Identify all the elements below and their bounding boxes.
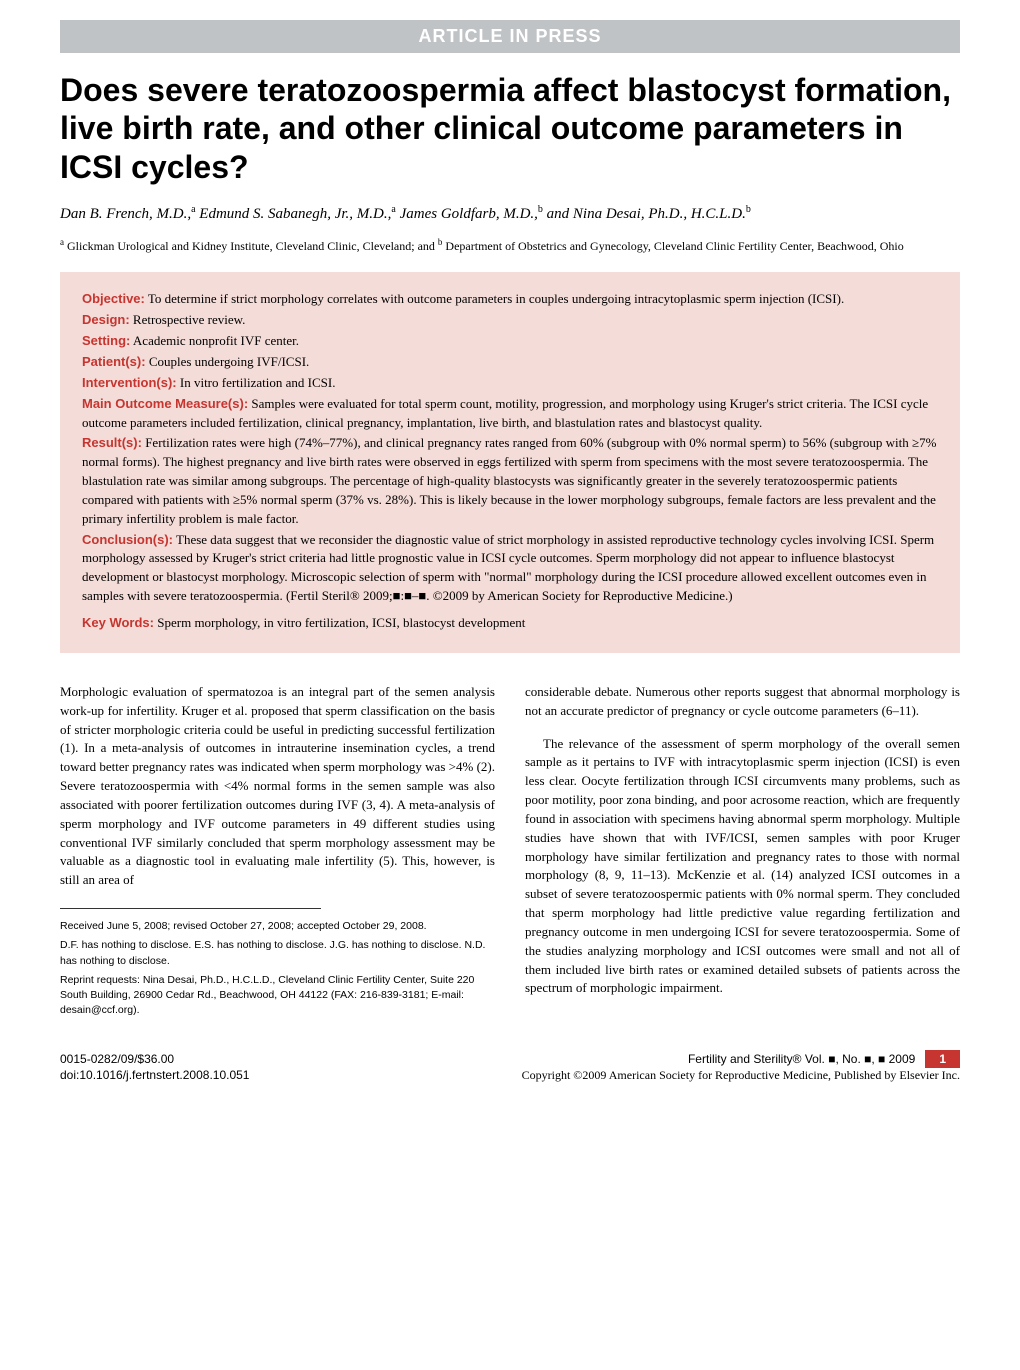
- article-title: Does severe teratozoospermia affect blas…: [60, 71, 960, 186]
- measures-label: Main Outcome Measure(s):: [82, 396, 248, 411]
- right-column: considerable debate. Numerous other repo…: [525, 683, 960, 1023]
- authors-list: Dan B. French, M.D.,a Edmund S. Sabanegh…: [60, 202, 960, 226]
- abstract-conclusions: Conclusion(s): These data suggest that w…: [82, 531, 938, 606]
- abstract-results: Result(s): Fertilization rates were high…: [82, 434, 938, 528]
- results-text: Fertilization rates were high (74%–77%),…: [82, 435, 936, 525]
- setting-text: Academic nonprofit IVF center.: [130, 333, 299, 348]
- footnotes: Received June 5, 2008; revised October 2…: [60, 919, 495, 1018]
- footnote-divider: [60, 908, 321, 909]
- footer-right: Fertility and Sterility® Vol. ■, No. ■, …: [522, 1050, 960, 1083]
- interventions-label: Intervention(s):: [82, 375, 177, 390]
- abstract-setting: Setting: Academic nonprofit IVF center.: [82, 332, 938, 351]
- footer-left: 0015-0282/09/$36.00 doi:10.1016/j.fertns…: [60, 1052, 249, 1083]
- patients-label: Patient(s):: [82, 354, 146, 369]
- abstract-objective: Objective: To determine if strict morpho…: [82, 290, 938, 309]
- objective-label: Objective:: [82, 291, 145, 306]
- affiliations: a Glickman Urological and Kidney Institu…: [60, 236, 960, 255]
- objective-text: To determine if strict morphology correl…: [145, 291, 844, 306]
- article-in-press-banner: ARTICLE IN PRESS: [60, 20, 960, 53]
- design-text: Retrospective review.: [130, 312, 246, 327]
- copyright: Copyright ©2009 American Society for Rep…: [522, 1068, 960, 1083]
- keywords-text: Sperm morphology, in vitro fertilization…: [154, 615, 525, 630]
- page-footer: 0015-0282/09/$36.00 doi:10.1016/j.fertns…: [60, 1050, 960, 1083]
- keywords-label: Key Words:: [82, 615, 154, 630]
- received-date: Received June 5, 2008; revised October 2…: [60, 919, 495, 934]
- conclusions-text: These data suggest that we reconsider th…: [82, 532, 934, 604]
- abstract-measures: Main Outcome Measure(s): Samples were ev…: [82, 395, 938, 433]
- intro-paragraph-3: The relevance of the assessment of sperm…: [525, 735, 960, 999]
- issn: 0015-0282/09/$36.00: [60, 1052, 249, 1068]
- abstract-design: Design: Retrospective review.: [82, 311, 938, 330]
- reprint-requests: Reprint requests: Nina Desai, Ph.D., H.C…: [60, 973, 495, 1019]
- abstract-patients: Patient(s): Couples undergoing IVF/ICSI.: [82, 353, 938, 372]
- setting-label: Setting:: [82, 333, 130, 348]
- intro-paragraph-1: Morphologic evaluation of spermatozoa is…: [60, 683, 495, 890]
- abstract-keywords: Key Words: Sperm morphology, in vitro fe…: [82, 614, 938, 633]
- abstract-interventions: Intervention(s): In vitro fertilization …: [82, 374, 938, 393]
- conclusions-label: Conclusion(s):: [82, 532, 173, 547]
- left-column: Morphologic evaluation of spermatozoa is…: [60, 683, 495, 1023]
- journal-citation: Fertility and Sterility® Vol. ■, No. ■, …: [688, 1052, 915, 1066]
- page-number: 1: [925, 1050, 960, 1068]
- intro-paragraph-2: considerable debate. Numerous other repo…: [525, 683, 960, 721]
- patients-text: Couples undergoing IVF/ICSI.: [146, 354, 310, 369]
- doi: doi:10.1016/j.fertnstert.2008.10.051: [60, 1068, 249, 1084]
- design-label: Design:: [82, 312, 130, 327]
- abstract-box: Objective: To determine if strict morpho…: [60, 272, 960, 652]
- results-label: Result(s):: [82, 435, 142, 450]
- disclosures: D.F. has nothing to disclose. E.S. has n…: [60, 938, 495, 968]
- interventions-text: In vitro fertilization and ICSI.: [177, 375, 336, 390]
- body-columns: Morphologic evaluation of spermatozoa is…: [60, 683, 960, 1023]
